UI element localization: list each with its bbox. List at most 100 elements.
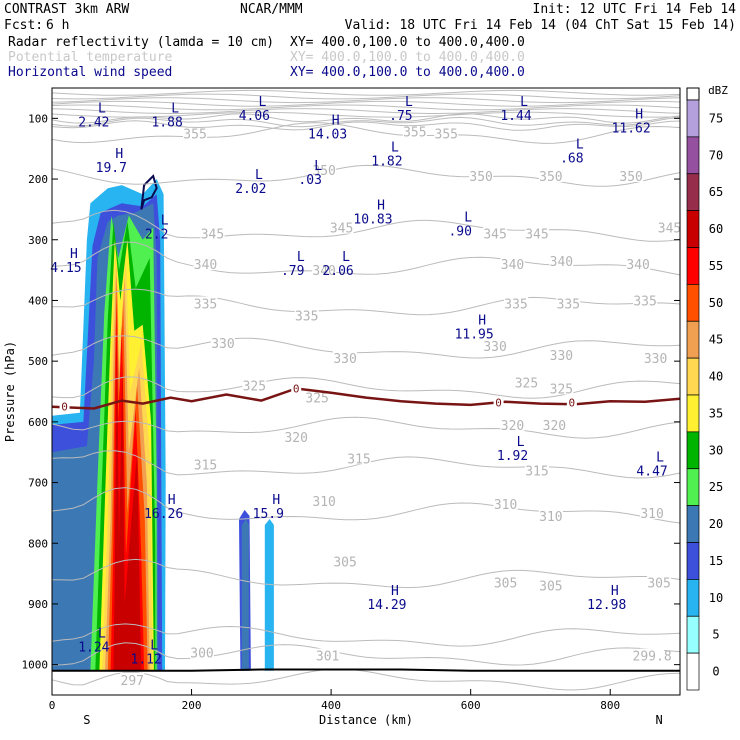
- theta-contour-340: [51, 241, 681, 276]
- theta-label-bg: [193, 296, 218, 310]
- wind-extremum-value: .90: [448, 225, 471, 240]
- theta-label: 335: [504, 297, 527, 312]
- theta-label-bg: [333, 351, 358, 365]
- colorbar-swatch: [686, 615, 700, 654]
- theta-label: 315: [194, 458, 217, 473]
- theta-label-bg: [120, 672, 145, 686]
- theta-label: 345: [525, 228, 548, 243]
- y-tick-label: 200: [28, 173, 48, 186]
- theta-label: 320: [543, 419, 566, 434]
- freezing-level-label: 0: [495, 396, 502, 409]
- wind-extremum-type: H: [377, 198, 385, 213]
- theta-contour-320: [51, 416, 681, 439]
- colorbar-swatch: [686, 173, 700, 211]
- theta-label-bg: [402, 124, 427, 138]
- terrain-line: [52, 668, 680, 672]
- theta-label: 340: [312, 264, 335, 279]
- wind-extremum-type: H: [635, 107, 643, 122]
- theta-label-bg: [284, 430, 309, 444]
- field-name-wind: Horizontal wind speed: [8, 65, 172, 80]
- x-tick-label: 0: [49, 699, 56, 712]
- theta-label: 345: [201, 228, 224, 243]
- colorbar-swatch: [686, 247, 700, 285]
- theta-label: 310: [640, 507, 663, 522]
- x-tick-label: 800: [600, 699, 620, 712]
- wind-extremum-type: L: [314, 159, 322, 174]
- reflectivity-cell-20: [241, 519, 249, 671]
- theta-contour-310: [51, 487, 681, 524]
- reflectivity-area-60: [113, 336, 142, 671]
- wind-extremum-type: L: [297, 250, 305, 265]
- theta-label: 305: [539, 580, 562, 595]
- wind-extremum-type: L: [258, 95, 266, 110]
- wind-extremum-value: 15.9: [253, 507, 284, 522]
- y-tick-label: 500: [28, 355, 48, 368]
- theta-label: 325: [243, 379, 266, 394]
- wind-extremum-type: H: [168, 493, 176, 508]
- theta-contour-upper: [51, 104, 681, 111]
- theta-contour-325: [51, 376, 681, 399]
- freezing-label-bg: [493, 396, 504, 408]
- theta-label: 330: [333, 352, 356, 367]
- field-name-reflectivity: Radar reflectivity (lamda = 10 cm): [8, 35, 274, 50]
- terrain-surface: [52, 668, 680, 672]
- theta-label: 340: [194, 258, 217, 273]
- theta-contour-upper: [51, 108, 681, 114]
- theta-label-bg: [305, 390, 330, 404]
- colorbar-swatch: [686, 542, 700, 580]
- wind-extremum-value: 11.62: [612, 121, 651, 136]
- theta-label: 305: [647, 577, 670, 592]
- plot-frame: [51, 87, 681, 696]
- wind-extremum-value: 1.88: [151, 115, 182, 130]
- theta-label: 345: [483, 228, 506, 243]
- wind-extremum-value: .03: [298, 173, 321, 188]
- freezing-level-label: 0: [293, 382, 300, 395]
- theta-label: 310: [494, 498, 517, 513]
- theta-label: 355: [183, 128, 206, 143]
- wind-extremum-value: 11.95: [455, 328, 494, 343]
- theta-label-bg: [643, 351, 668, 365]
- colorbar-unit: dBZ: [708, 84, 728, 97]
- wind-extremum-type: L: [656, 450, 664, 465]
- colorbar-label: 40: [709, 370, 723, 384]
- wind-extremum-type: L: [405, 95, 413, 110]
- theta-label: 340: [501, 258, 524, 273]
- wind-extremum-type: H: [272, 493, 280, 508]
- theta-label-bg: [542, 417, 567, 431]
- y-tick-label: 900: [28, 598, 48, 611]
- colorbar-label: 15: [709, 554, 723, 568]
- wind-extremum-value: 4.47: [636, 464, 667, 479]
- colorbar-swatch: [686, 99, 700, 138]
- colorbar-cap: [686, 87, 700, 101]
- theta-label-bg: [469, 169, 494, 183]
- colorbar-label: 65: [709, 185, 723, 199]
- theta-label-bg: [640, 505, 665, 519]
- theta-label: 330: [211, 337, 234, 352]
- theta-label-bg: [190, 645, 215, 659]
- wind-extremum-value: 2.06: [322, 264, 353, 279]
- theta-label: 325: [550, 382, 573, 397]
- theta-label-bg: [549, 348, 574, 362]
- y-tick-label: 100: [28, 112, 48, 125]
- theta-label-bg: [483, 338, 508, 352]
- theta-label: 350: [469, 170, 492, 185]
- model-name: CONTRAST 3km ARW: [4, 2, 129, 17]
- colorbar-swatch: [686, 394, 700, 433]
- theta-label: 320: [501, 419, 524, 434]
- wind-extremum-value: 1.92: [497, 449, 528, 464]
- theta-label-bg: [633, 293, 658, 307]
- x-tick-label: 400: [321, 699, 341, 712]
- y-axis-label: Pressure (hPa): [3, 341, 17, 442]
- theta-label-bg: [193, 457, 218, 471]
- theta-label: 350: [539, 170, 562, 185]
- wind-extremum-type: L: [576, 138, 584, 153]
- colorbar-label: 25: [709, 480, 723, 494]
- wind-extremum-value: 1.12: [131, 652, 162, 667]
- theta-contour-345: [51, 209, 681, 242]
- theta-contour-297: [51, 668, 681, 691]
- freezing-label-bg: [59, 400, 70, 412]
- y-tick-label: 600: [28, 416, 48, 429]
- wind-extremum-type: L: [150, 638, 158, 653]
- y-tick-label: 800: [28, 537, 48, 550]
